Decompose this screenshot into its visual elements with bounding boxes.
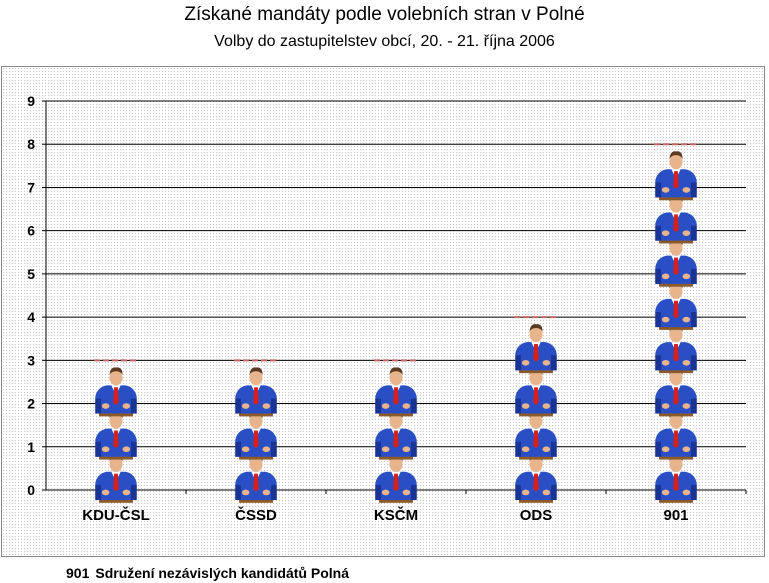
bar-unit-person-icon [655,280,697,330]
bar-unit-person-icon [655,194,697,244]
y-tick-label: 9 [27,93,35,109]
footnote-code: 901 [66,565,90,581]
bar-unit-person-icon [515,453,557,503]
chart-title: Získané mandáty podle volebních stran v … [184,4,585,25]
x-tick-label: KDU-ČSL [82,506,150,524]
bar-unit-person-icon [235,453,277,503]
bar [95,367,137,503]
bar [655,151,697,503]
y-tick-label: 8 [27,136,35,152]
footnote: 901 Sdružení nezávislých kandidátů Polná [66,565,355,581]
bar-unit-person-icon [375,453,417,503]
bar-unit-person-icon [95,453,137,503]
y-tick-label: 5 [27,266,35,282]
bar-unit-person-icon [375,410,417,460]
bar-unit-person-icon [655,151,697,201]
x-tick-label: 901 [663,507,688,524]
bar-unit-person-icon [655,324,697,374]
chart-subtitle: Volby do zastupitelstev obcí, 20. - 21. … [214,33,555,50]
bar-unit-person-icon [235,367,277,417]
bar-unit-person-icon [655,367,697,417]
bar-unit-person-icon [655,453,697,503]
y-tick-label: 6 [27,223,35,239]
bar-unit-person-icon [95,367,137,417]
y-tick-label: 2 [27,396,35,412]
x-tick-label: ODS [520,507,553,524]
bar-unit-person-icon [655,237,697,287]
y-tick-label: 0 [27,482,35,498]
x-tick-label: ČSSD [235,506,277,524]
bar-unit-person-icon [375,367,417,417]
bar-unit-person-icon [515,324,557,374]
footnote-text: Sdružení nezávislých kandidátů Polná [95,565,349,581]
bar-unit-person-icon [95,410,137,460]
x-tick-label: KSČM [374,506,418,524]
y-tick-label: 4 [27,309,35,325]
y-tick-label: 1 [27,439,35,455]
bar-unit-person-icon [235,410,277,460]
bar-unit-person-icon [655,410,697,460]
bar [515,324,557,503]
bar-unit-person-icon [515,410,557,460]
y-tick-label: 3 [27,352,35,368]
bar-unit-person-icon [515,367,557,417]
bar [235,367,277,503]
y-tick-label: 7 [27,179,35,195]
bar [375,367,417,503]
